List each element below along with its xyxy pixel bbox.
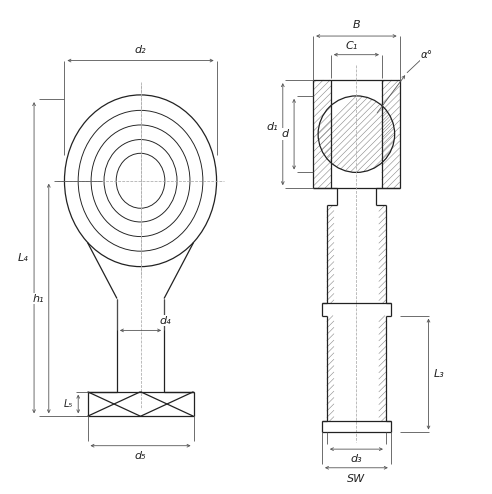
- Text: h₁: h₁: [32, 293, 44, 303]
- Text: d₃: d₃: [351, 454, 362, 464]
- Text: L₅: L₅: [64, 399, 73, 409]
- Text: d₄: d₄: [159, 316, 171, 326]
- Text: d: d: [282, 129, 289, 139]
- Text: α°: α°: [421, 50, 432, 60]
- Text: d₅: d₅: [135, 452, 146, 461]
- Text: L₄: L₄: [18, 253, 29, 263]
- Text: B: B: [353, 20, 360, 30]
- Text: L₃: L₃: [434, 369, 445, 379]
- Text: C₁: C₁: [345, 41, 358, 51]
- Text: SW: SW: [347, 474, 366, 484]
- Text: d₂: d₂: [135, 45, 146, 55]
- Text: d₁: d₁: [266, 122, 278, 132]
